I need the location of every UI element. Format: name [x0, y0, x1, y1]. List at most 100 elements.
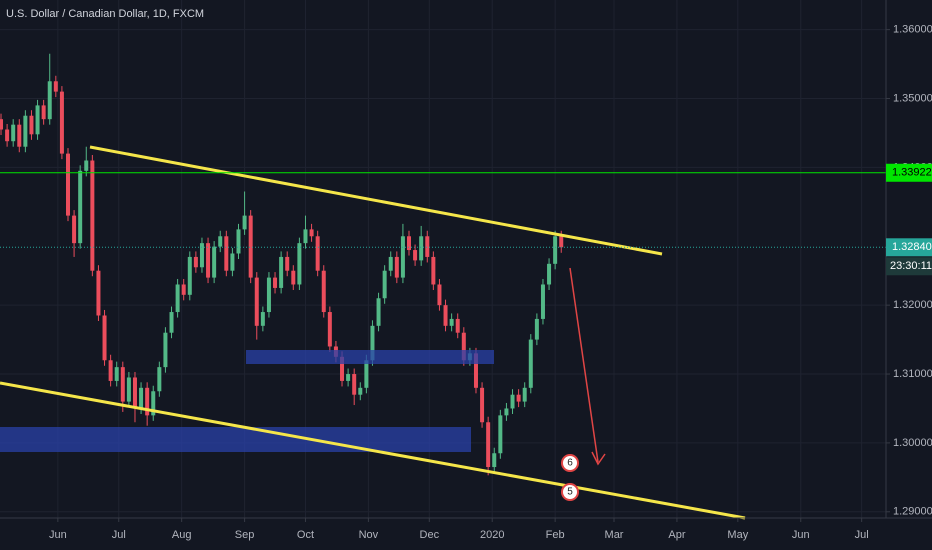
candle-body [169, 312, 174, 333]
candle-body [504, 408, 509, 416]
candle-body [96, 270, 101, 316]
candle-body [352, 374, 357, 395]
candle-body [199, 243, 204, 268]
zone [246, 350, 494, 364]
countdown-tag [886, 257, 932, 276]
candle-body [206, 243, 211, 278]
candle-body [431, 256, 436, 285]
candle-body [120, 367, 125, 402]
event-label: 6 [567, 458, 573, 469]
candle-body [528, 339, 533, 388]
x-tick-label: Dec [420, 529, 440, 541]
y-tick-label: 1.36000 [893, 24, 932, 36]
candle-body [224, 236, 229, 271]
y-tick-label: 1.31000 [893, 368, 932, 380]
candle-body [461, 332, 466, 361]
candle-body [455, 318, 460, 333]
candle-body [218, 236, 223, 247]
candle-body [534, 318, 539, 340]
candle-body [29, 115, 34, 135]
candle-body [376, 298, 381, 326]
candle-body [151, 391, 156, 416]
candle-body [108, 360, 113, 381]
candle-body [498, 415, 503, 454]
arrow [569, 267, 599, 463]
candle-body [297, 243, 302, 285]
candle-body [193, 256, 198, 268]
candle-body [5, 129, 10, 142]
candle-body [419, 236, 424, 261]
candle-body [358, 387, 363, 395]
candle-body [248, 215, 253, 278]
candle-body [285, 256, 290, 271]
candle-body [388, 256, 393, 271]
candle-body [510, 394, 515, 409]
x-tick-label: Apr [668, 529, 685, 541]
candle-body [407, 236, 412, 251]
candle-body [449, 318, 454, 326]
x-tick-label: 2020 [480, 529, 504, 541]
x-tick-label: Aug [172, 529, 192, 541]
price-label: 1.32840 [892, 241, 932, 253]
candle-body [84, 160, 89, 171]
candle-body [35, 105, 40, 135]
candle-body [516, 394, 521, 402]
x-tick-label: Jun [792, 529, 810, 541]
trendline [89, 145, 663, 256]
candle-body [547, 263, 552, 285]
candle-body [102, 315, 107, 361]
candle-body [0, 119, 4, 130]
x-tick-label: Oct [297, 529, 314, 541]
candle-body [279, 256, 284, 288]
candle-body [309, 229, 314, 237]
x-tick-label: Jun [49, 529, 67, 541]
x-tick-label: Jul [855, 529, 869, 541]
candle-body [139, 387, 144, 409]
candle-body [126, 377, 131, 402]
arrow-head [591, 451, 606, 466]
candle-body [90, 160, 95, 271]
candle-body [382, 270, 387, 299]
candle-body [163, 332, 168, 368]
y-tick-label: 1.35000 [893, 92, 932, 104]
candle-body [303, 229, 308, 244]
candle-body [260, 312, 265, 326]
candle-body [236, 229, 241, 254]
event-icon [561, 454, 579, 472]
event-label: 5 [567, 487, 573, 498]
y-tick-label: 1.29000 [893, 506, 932, 518]
candle-body [480, 387, 485, 423]
countdown: 23:30:11 [890, 260, 932, 272]
candle-body [175, 284, 180, 313]
candle-body [437, 284, 442, 306]
candle-body [181, 284, 186, 295]
candle-body [254, 277, 259, 326]
candle-body [23, 115, 28, 147]
candle-body [492, 453, 497, 468]
x-tick-label: Sep [235, 529, 255, 541]
price-tag [886, 238, 932, 257]
x-tick-label: Nov [359, 529, 379, 541]
candle-body [522, 387, 527, 402]
y-tick-label: 1.30000 [893, 437, 932, 449]
event-icon [561, 483, 579, 501]
candle-body [157, 367, 162, 392]
candle-body [41, 105, 46, 120]
y-tick-label: 1.32000 [893, 299, 932, 311]
level-label: 1.33922 [892, 167, 932, 179]
candle-body [486, 422, 491, 468]
zone [0, 427, 471, 452]
candle-body [242, 215, 247, 230]
chart-title: U.S. Dollar / Canadian Dollar, 1D, FXCM [6, 8, 204, 20]
candle-body [327, 312, 332, 347]
candle-body [413, 250, 418, 261]
candle-body [212, 246, 217, 278]
candle-body [266, 277, 271, 313]
candle-body [315, 236, 320, 271]
candle-body [273, 277, 278, 288]
candle-body [230, 253, 235, 271]
candle-body [47, 81, 52, 120]
candle-body [11, 124, 16, 142]
candle-body [346, 374, 351, 381]
